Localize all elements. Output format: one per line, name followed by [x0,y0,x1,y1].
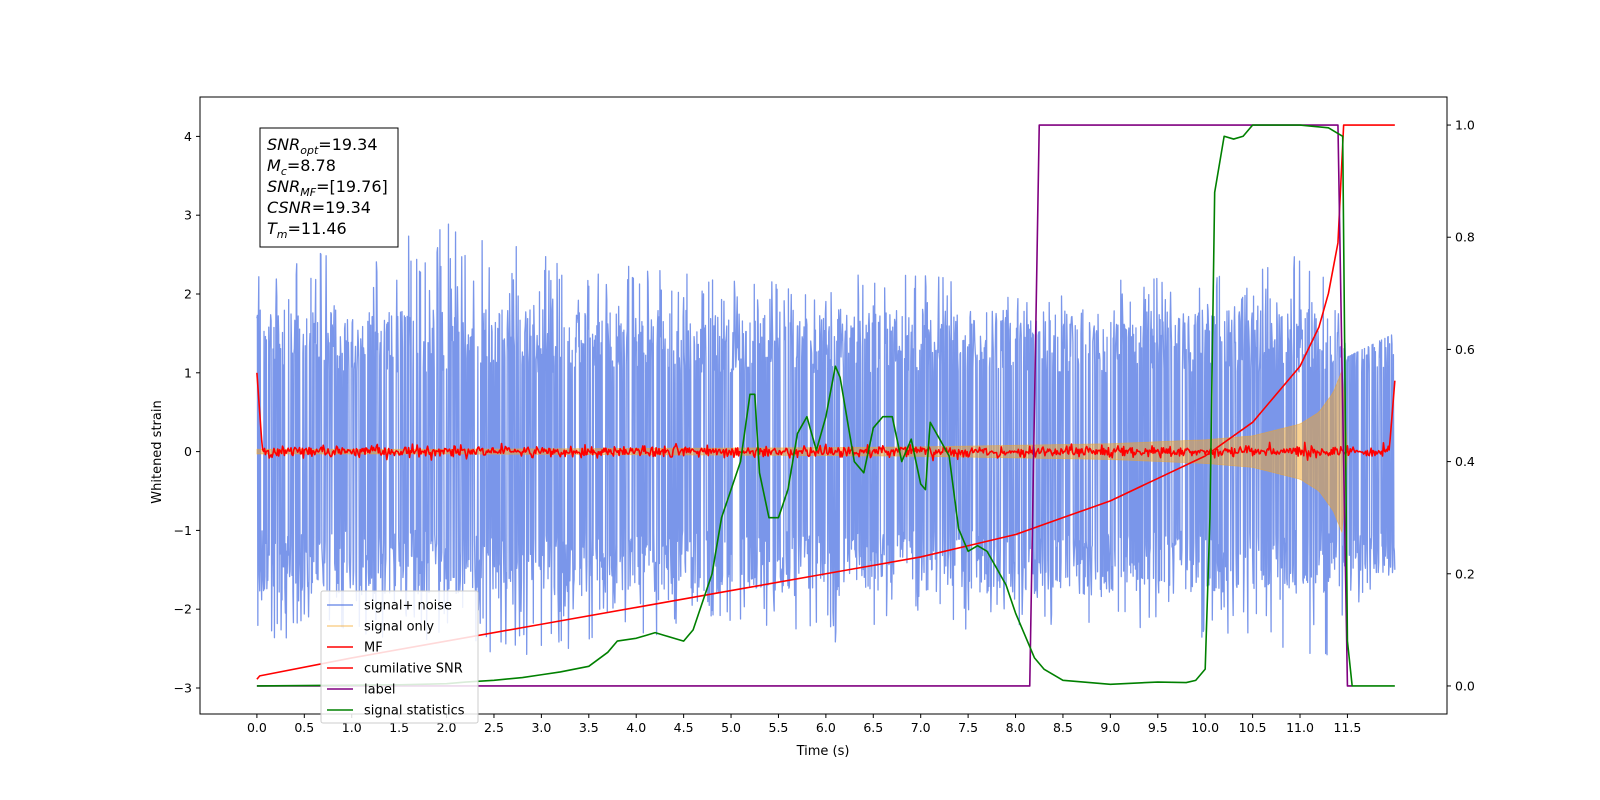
legend-label: MF [364,641,383,656]
x-axis-label: Time (s) [796,744,850,759]
x-tick-label: 5.5 [769,720,789,735]
x-tick-label: 1.5 [389,720,409,735]
x-tick-label: 9.5 [1148,720,1168,735]
series-mf [256,372,1396,462]
legend-frame [320,590,479,724]
x-tick-label: 1.0 [342,720,362,735]
y2-tick-label: 0.4 [1455,454,1475,469]
y-tick-label: 2 [184,286,192,301]
annotation-line: SNRopt=19.34 [267,135,378,157]
x-tick-label: 8.0 [1006,720,1026,735]
x-tick-label: 3.0 [531,720,551,735]
x-tick-label: 2.5 [484,720,504,735]
x-tick-label: 7.5 [958,720,978,735]
x-tick-label: 0.5 [294,720,314,735]
x-tick-label: 5.0 [721,720,741,735]
x-tick-label: 0.0 [247,720,267,735]
annotation-line: Tm=11.46 [267,219,347,241]
y-axis-left: −3 −2 −1 0 1 2 3 4 [174,129,200,695]
x-tick-label: 10.5 [1239,720,1267,735]
series-signal-statistics [256,124,1395,687]
x-axis: 0.0 0.5 1.0 1.5 2.0 2.5 3.0 3.5 4.0 4.5 5.0 5.5 6.0 6… [247,714,1361,735]
y-tick-label: −3 [174,680,192,695]
plot-frame [199,96,1448,715]
x-tick-label: 4.5 [674,720,694,735]
annotation-line: CSNR=19.34 [267,198,371,217]
annotation-line: SNRMF=[19.76] [267,177,388,199]
y2-tick-label: 0.8 [1455,230,1475,245]
x-tick-label: 6.0 [816,720,836,735]
legend-label: signal statistics [364,704,465,719]
annotation-frame [259,127,399,248]
y-axis-right: 0.0 0.2 0.4 0.6 0.8 1.0 [1447,118,1475,693]
y-tick-label: 4 [184,129,192,144]
y-tick-label: −1 [174,523,192,538]
series-cumulative-snr [256,124,1395,680]
x-tick-label: 7.0 [911,720,931,735]
x-tick-label: 6.5 [863,720,883,735]
y2-tick-label: 1.0 [1455,118,1475,133]
legend-label: signal only [364,620,434,635]
x-tick-label: 2.0 [437,720,457,735]
legend-label: cumilative SNR [364,662,463,677]
x-tick-label: 9.0 [1100,720,1120,735]
series-label [256,124,1353,687]
annotation-line: Mc=8.78 [267,156,336,178]
annotation-box: SNRopt=19.34Mc=8.78SNRMF=[19.76]CSNR=19.… [259,127,399,248]
x-tick-label: 10.0 [1191,720,1219,735]
legend-label: signal+ noise [364,599,452,614]
plot-area [256,124,1396,687]
x-tick-label: 4.0 [626,720,646,735]
y-tick-label: −2 [174,602,192,617]
x-tick-label: 8.5 [1053,720,1073,735]
x-tick-label: 3.5 [579,720,599,735]
legend: signal+ noise signal only MF cumilative SNR… [320,590,479,724]
y2-tick-label: 0.6 [1455,342,1475,357]
y-tick-label: 1 [184,365,192,380]
series-signal-noise [256,223,1396,656]
legend-label: label [364,683,395,698]
y-tick-label: 0 [184,444,192,459]
x-tick-label: 11.5 [1334,720,1362,735]
y2-tick-label: 0.0 [1455,678,1475,693]
y-axis-label: Whitened strain [150,400,165,503]
y2-tick-label: 0.2 [1455,566,1475,581]
x-tick-label: 11.0 [1286,720,1314,735]
y-tick-label: 3 [184,208,192,223]
